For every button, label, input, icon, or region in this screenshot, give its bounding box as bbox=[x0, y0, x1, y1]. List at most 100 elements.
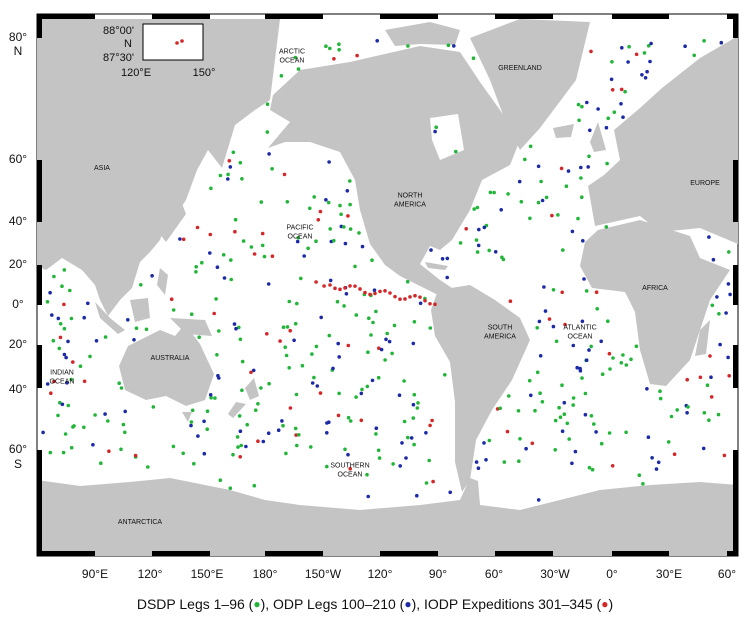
drill-site bbox=[443, 373, 447, 377]
drill-site bbox=[332, 57, 336, 61]
drill-site bbox=[229, 258, 233, 262]
drill-site bbox=[517, 179, 522, 184]
frame-bar bbox=[733, 265, 738, 305]
drill-site bbox=[406, 44, 410, 48]
iceland bbox=[553, 124, 574, 138]
region-label: AFRICA bbox=[642, 285, 668, 292]
lat-label: 40° bbox=[9, 214, 27, 228]
cuba bbox=[425, 262, 448, 270]
inset-hemisphere: N bbox=[124, 38, 132, 50]
drill-site bbox=[392, 323, 397, 328]
drill-site bbox=[294, 433, 298, 437]
drill-site bbox=[604, 225, 609, 229]
hudson-bay bbox=[430, 114, 464, 160]
drill-site bbox=[406, 435, 410, 440]
drill-site bbox=[559, 166, 564, 171]
drill-site bbox=[256, 439, 260, 444]
drill-site bbox=[328, 278, 333, 283]
drill-site bbox=[567, 437, 571, 441]
drill-site bbox=[226, 177, 230, 181]
drill-site bbox=[502, 460, 507, 464]
drill-site bbox=[249, 370, 253, 375]
drill-site bbox=[624, 363, 629, 367]
drill-site bbox=[580, 104, 584, 109]
drill-site bbox=[587, 154, 591, 159]
frame-bar bbox=[495, 14, 553, 19]
drill-site bbox=[391, 462, 395, 466]
drill-site bbox=[475, 205, 480, 210]
drill-site bbox=[218, 173, 223, 178]
new-zealand-north bbox=[245, 378, 259, 400]
drill-site bbox=[62, 302, 66, 307]
legend-dot: ● bbox=[253, 597, 260, 611]
drill-site bbox=[241, 239, 246, 243]
drill-site bbox=[284, 353, 289, 358]
drill-site bbox=[428, 301, 432, 306]
drill-site bbox=[238, 337, 243, 342]
drill-site bbox=[402, 419, 407, 424]
drill-site bbox=[576, 102, 581, 107]
drill-site bbox=[338, 287, 342, 292]
drill-site bbox=[281, 423, 285, 428]
drill-site bbox=[558, 415, 563, 420]
frame-bar bbox=[152, 14, 210, 19]
drill-site bbox=[94, 339, 99, 343]
drill-site bbox=[507, 394, 511, 398]
arctic-islands bbox=[385, 22, 460, 46]
greenland bbox=[470, 19, 590, 150]
drill-site bbox=[604, 125, 609, 130]
drill-site bbox=[476, 243, 481, 248]
drill-site bbox=[650, 456, 654, 460]
drill-site bbox=[345, 189, 350, 193]
drill-site bbox=[366, 494, 371, 499]
drill-site bbox=[588, 128, 592, 133]
drill-site bbox=[144, 327, 149, 332]
drill-site bbox=[306, 246, 310, 251]
drill-site bbox=[623, 89, 627, 94]
drill-site bbox=[464, 227, 469, 231]
tasmania bbox=[182, 412, 192, 422]
drill-site bbox=[724, 311, 728, 315]
drill-site bbox=[215, 265, 220, 270]
drill-site bbox=[595, 307, 599, 311]
drill-site bbox=[609, 77, 614, 82]
drill-site bbox=[415, 406, 420, 410]
drill-site bbox=[683, 44, 687, 48]
legend-caption: DSDP Legs 1–96 (●), ODP Legs 100–210 (●)… bbox=[137, 596, 613, 612]
drill-site bbox=[376, 448, 381, 453]
drill-site bbox=[398, 297, 402, 301]
drill-site bbox=[675, 408, 679, 412]
drill-site bbox=[377, 456, 382, 460]
drill-site bbox=[454, 149, 458, 154]
drill-site bbox=[516, 409, 521, 413]
region-label: ARCTIC bbox=[279, 48, 305, 55]
drill-site bbox=[612, 110, 617, 114]
drill-site bbox=[518, 437, 522, 441]
drill-site bbox=[415, 493, 419, 498]
drill-site bbox=[52, 379, 56, 384]
drill-site bbox=[279, 74, 284, 78]
drill-site bbox=[542, 285, 546, 289]
drill-site bbox=[599, 441, 604, 446]
frame-bar bbox=[37, 160, 42, 222]
drill-site bbox=[530, 441, 535, 446]
frame-bar bbox=[37, 14, 42, 38]
drill-site bbox=[337, 355, 342, 359]
drill-site bbox=[446, 43, 451, 48]
drill-site bbox=[195, 225, 200, 230]
region-label: OCEAN bbox=[568, 333, 593, 340]
drill-site bbox=[190, 408, 195, 413]
drill-site bbox=[587, 465, 592, 470]
drill-site bbox=[196, 434, 200, 438]
lon-label: 90° bbox=[429, 567, 447, 581]
legend-dot: ● bbox=[404, 597, 411, 611]
drill-site bbox=[722, 453, 727, 458]
drill-site bbox=[212, 311, 216, 316]
drill-site bbox=[337, 48, 341, 52]
drill-site bbox=[474, 460, 479, 464]
drill-site bbox=[698, 375, 703, 380]
drill-site bbox=[536, 200, 541, 205]
drill-site bbox=[310, 352, 314, 356]
drill-site bbox=[600, 372, 605, 377]
